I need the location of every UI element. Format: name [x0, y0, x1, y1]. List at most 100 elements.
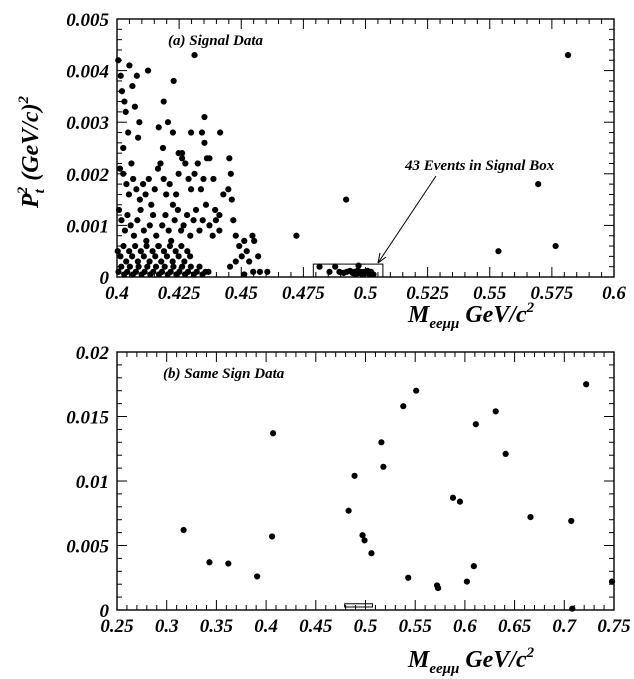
data-point — [569, 605, 576, 612]
data-point — [502, 450, 509, 458]
data-point — [568, 517, 575, 525]
y-tick-label: 0 — [100, 268, 110, 289]
data-point — [121, 98, 128, 105]
data-point — [152, 253, 159, 260]
data-point — [178, 242, 185, 250]
y-tick-label: 0.005 — [66, 537, 109, 558]
data-point — [148, 201, 155, 208]
data-point — [351, 472, 358, 479]
data-point — [126, 62, 133, 69]
data-point — [154, 165, 162, 172]
x-tick-label: 0.45 — [299, 616, 333, 637]
data-point — [326, 268, 333, 275]
data-point — [472, 421, 479, 428]
data-point — [238, 253, 245, 260]
panel-a-points — [114, 52, 572, 278]
data-point — [176, 268, 183, 275]
data-point — [205, 268, 212, 275]
data-point — [243, 248, 250, 255]
data-point — [202, 201, 210, 208]
x-tick-label: 0.75 — [597, 616, 631, 637]
data-point — [209, 232, 216, 239]
panel-a-label: (a) Signal Data — [168, 33, 264, 49]
data-point — [254, 573, 261, 580]
data-point — [163, 253, 171, 260]
panel-b: 0.25 0.3 0.35 0.4 0.45 0.5 0.55 0.6 0.65 0.7 0.75 … — [66, 343, 631, 677]
data-point — [256, 268, 263, 275]
y-tick-label: 0.02 — [76, 343, 110, 364]
data-point — [170, 263, 177, 270]
data-point — [463, 578, 470, 585]
data-point — [135, 134, 142, 141]
x-tick-label: 0.35 — [200, 616, 234, 637]
data-point — [149, 211, 157, 219]
data-point — [405, 574, 412, 581]
data-point — [232, 258, 239, 265]
data-point — [434, 584, 442, 592]
panel-a-annotation: 43 Events in Signal Box — [404, 158, 555, 174]
data-point — [160, 175, 167, 183]
data-point — [134, 258, 141, 265]
x-tick-label: 0.55 — [399, 616, 433, 637]
data-point — [225, 560, 232, 567]
y-tick-label: 0.004 — [66, 62, 109, 83]
data-point — [130, 232, 137, 239]
data-point — [135, 263, 142, 270]
data-point — [120, 170, 127, 177]
data-point — [449, 494, 457, 501]
data-point — [131, 103, 138, 110]
data-point — [378, 439, 385, 446]
data-point — [169, 201, 177, 208]
data-point — [187, 232, 194, 239]
panel-a-x-axis-title: Meeμμ GeV/c2 — [407, 300, 535, 332]
data-point — [169, 258, 176, 265]
data-point — [368, 550, 375, 557]
data-point — [136, 196, 143, 203]
data-point — [115, 206, 123, 214]
data-point — [139, 181, 147, 188]
data-point — [166, 181, 173, 188]
data-point — [216, 227, 223, 234]
data-point — [142, 191, 149, 198]
panel-a-y-axis-title: Pt2 (GeV/c)2 — [15, 95, 48, 209]
data-point — [158, 258, 165, 265]
data-point — [236, 242, 243, 250]
data-point — [564, 52, 572, 59]
data-point — [182, 160, 189, 167]
x-tick-label: 0.6 — [602, 283, 626, 304]
data-point — [316, 263, 323, 270]
data-point — [250, 268, 257, 275]
data-point — [232, 232, 239, 239]
data-point — [227, 170, 234, 177]
data-point — [241, 271, 248, 278]
data-point — [143, 242, 150, 250]
panel-a-signal-box — [312, 263, 384, 278]
data-point — [380, 463, 387, 470]
data-point — [178, 227, 185, 234]
x-tick-label: 0.3 — [155, 616, 179, 637]
data-point — [123, 181, 130, 188]
data-point — [194, 160, 201, 167]
data-point — [133, 186, 140, 193]
panel-b-points — [180, 381, 616, 612]
data-point — [187, 186, 195, 193]
data-point — [361, 537, 368, 544]
data-point — [228, 196, 235, 203]
data-point — [370, 271, 377, 278]
data-point — [187, 263, 194, 270]
data-point — [249, 232, 256, 239]
data-point — [199, 217, 206, 224]
data-point — [174, 206, 181, 214]
data-point — [185, 175, 192, 183]
x-tick-label: 0.5 — [354, 283, 378, 304]
data-point — [456, 498, 464, 505]
y-tick-label: 0.001 — [66, 216, 109, 237]
data-point — [167, 268, 174, 275]
data-point — [470, 563, 477, 570]
y-tick-label: 0.002 — [66, 165, 109, 186]
data-point — [160, 98, 167, 105]
data-point — [114, 248, 121, 255]
data-point — [123, 258, 130, 265]
data-point — [146, 258, 153, 265]
data-point — [226, 155, 233, 162]
